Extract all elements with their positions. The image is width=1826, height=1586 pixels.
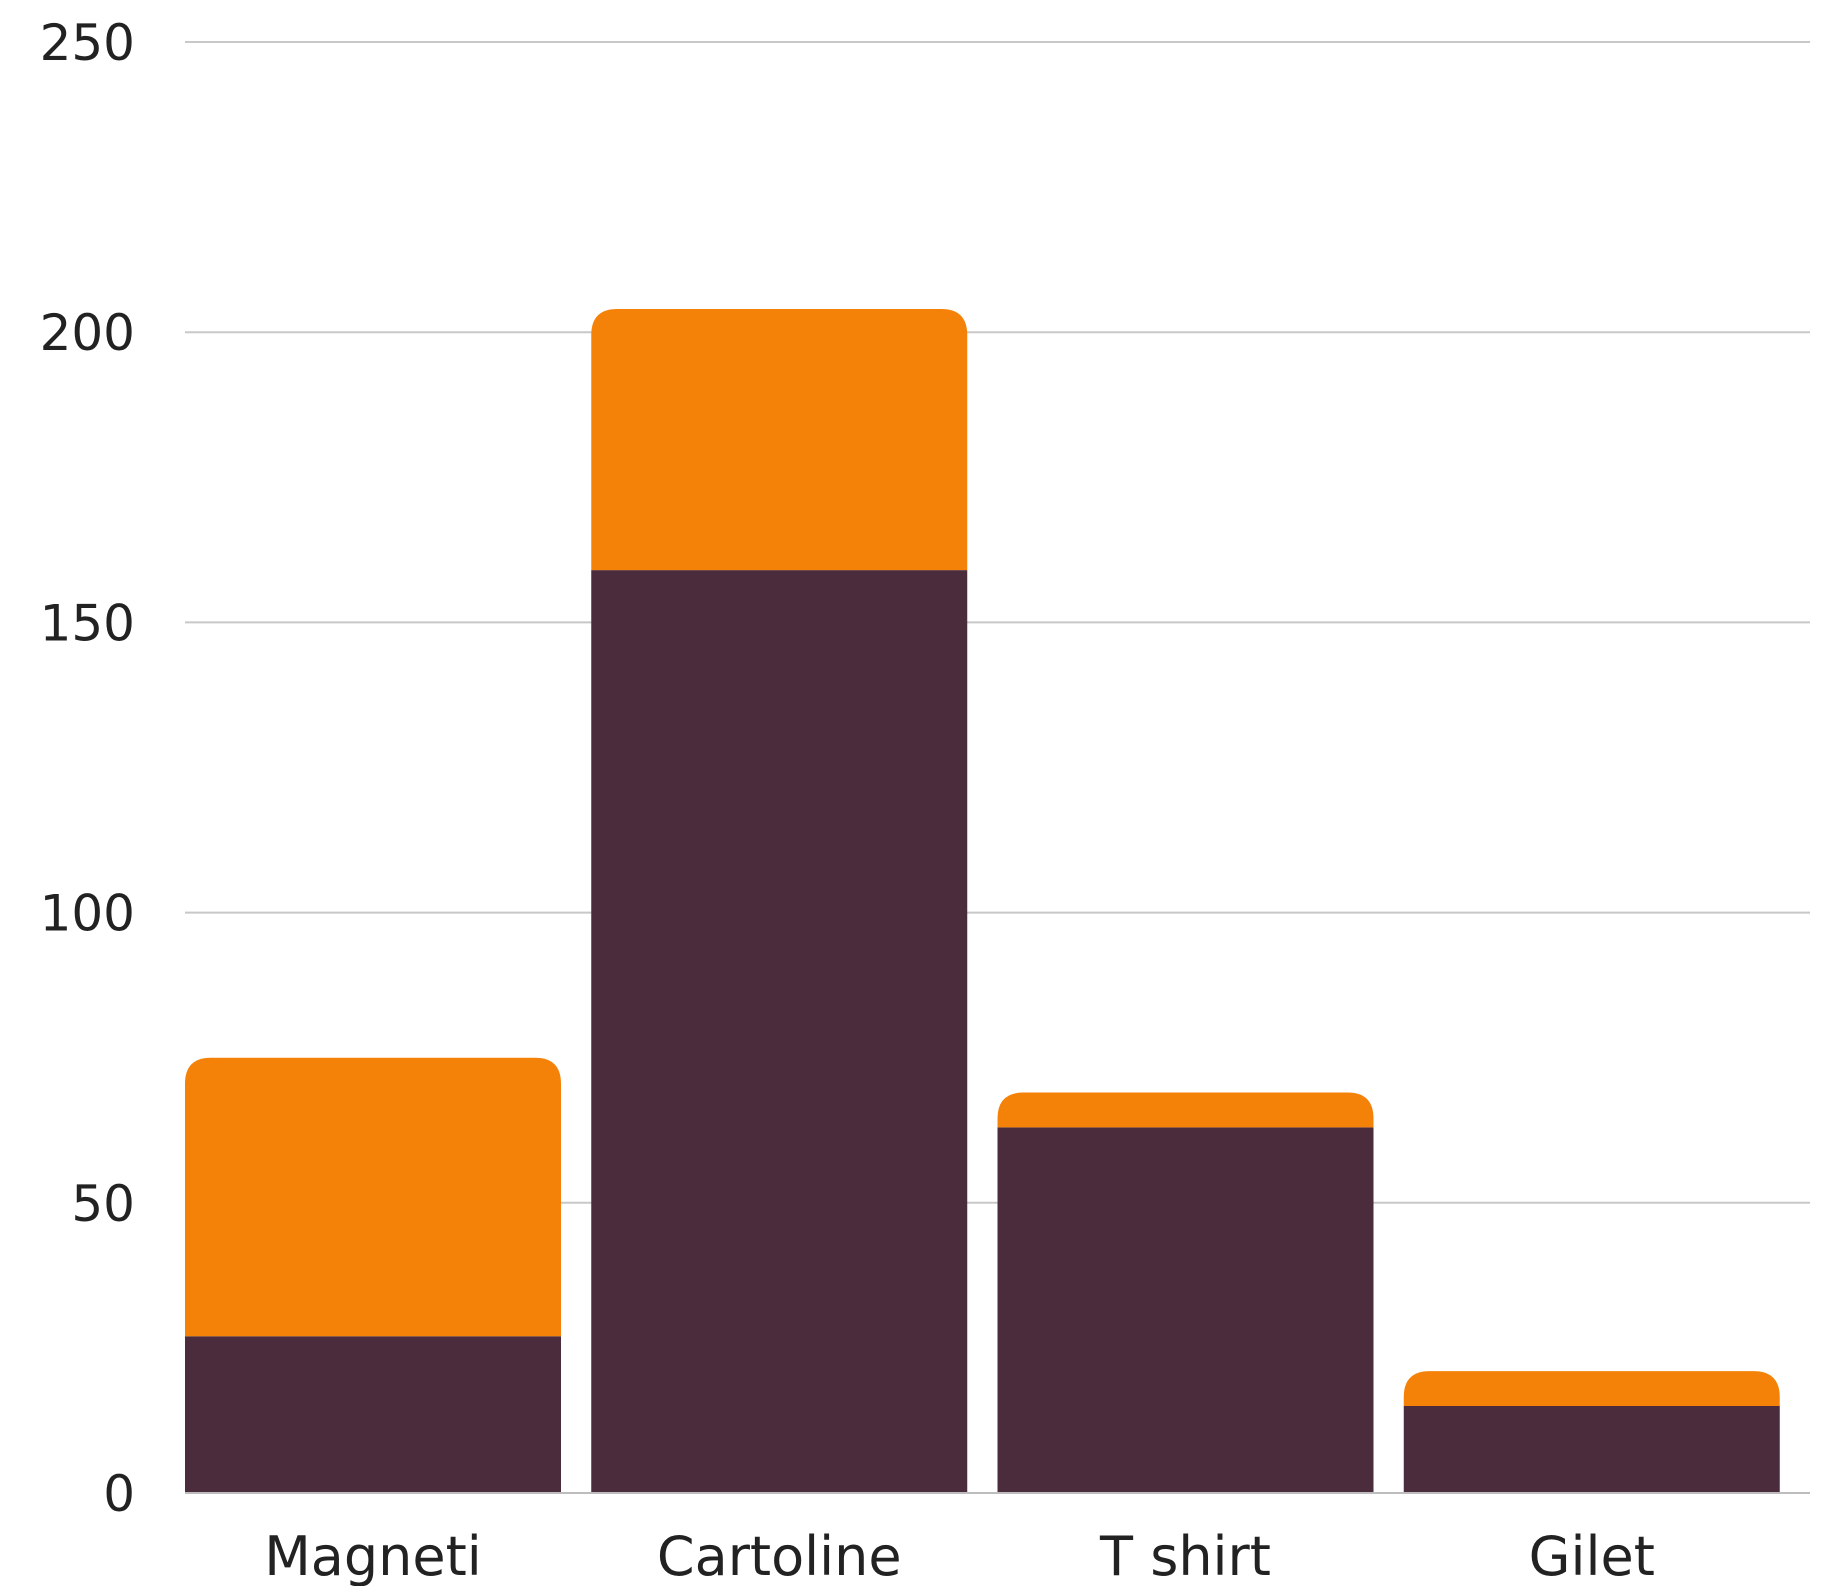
bar-t-shirt-series-1	[997, 1127, 1374, 1493]
bar-gilet-series-1	[1403, 1405, 1780, 1493]
x-category-label: T shirt	[1099, 1525, 1271, 1586]
bar-cartoline-series-1	[591, 570, 968, 1493]
bar-magneti-series-1	[185, 1336, 561, 1493]
y-tick-label: 100	[40, 885, 135, 943]
y-tick-label: 200	[40, 304, 135, 362]
y-tick-label: 50	[71, 1175, 135, 1233]
bar-cartoline-series-2	[591, 308, 968, 571]
gridlines	[185, 41, 1810, 1204]
x-category-label: Magneti	[264, 1525, 482, 1586]
y-tick-label: 150	[40, 594, 135, 652]
bar-t-shirt-series-2	[997, 1092, 1374, 1128]
bar-magneti-series-2	[185, 1057, 561, 1337]
bar-gilet-series-2	[1403, 1371, 1780, 1406]
y-axis-tick-labels: 0 50 100 150 200 250	[40, 14, 135, 1523]
x-category-label: Gilet	[1529, 1525, 1655, 1586]
y-tick-label: 0	[103, 1465, 135, 1523]
x-axis-category-labels: Magneti Cartoline T shirt Gilet	[264, 1525, 1655, 1586]
y-tick-label: 250	[40, 14, 135, 72]
bars	[185, 308, 1780, 1493]
x-category-label: Cartoline	[657, 1525, 902, 1586]
